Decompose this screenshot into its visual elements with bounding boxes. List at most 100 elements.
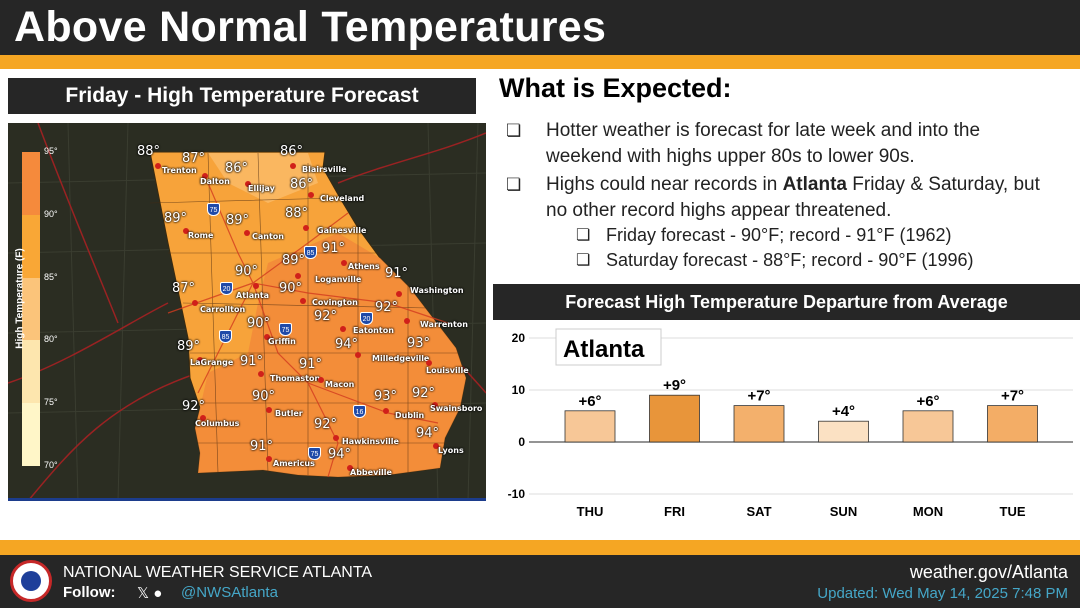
city-temperature: 89° — [226, 213, 250, 228]
bullet-text: Highs could near records in — [546, 174, 783, 195]
sub-bullet-2: ❏ Saturday forecast - 88°F; record - 90°F… — [576, 250, 974, 271]
city-marker — [340, 326, 346, 332]
legend-swatch — [22, 214, 40, 278]
city-name: Milledgeville — [372, 354, 430, 363]
city-temperature: 92° — [182, 399, 206, 414]
map-title: Friday - High Temperature Forecast — [8, 78, 476, 114]
x-tick-label: MON — [913, 504, 943, 519]
legend-title: High Temperature (F) — [14, 248, 26, 349]
city-name: Abbeville — [350, 468, 392, 477]
bar — [649, 394, 700, 443]
interstate-shield-icon: 85 — [304, 246, 317, 259]
legend-colorbar — [22, 152, 40, 466]
map-background — [8, 123, 486, 498]
city-marker — [355, 352, 361, 358]
city-temperature: 86° — [280, 144, 304, 159]
city-marker — [433, 443, 439, 449]
city-name: Butler — [275, 409, 303, 418]
city-temperature: 90° — [235, 264, 259, 279]
website-link[interactable]: weather.gov/Atlanta — [909, 562, 1068, 582]
city-name: Cleveland — [320, 194, 365, 203]
city-marker — [290, 163, 296, 169]
departure-bar-chart: 20 10 0 -10 Atlanta +6° THU +9° FRI +7° SAT +4° SUN +… — [508, 328, 1073, 519]
city-temperature: 91° — [322, 241, 346, 256]
bar — [564, 410, 616, 443]
bullet-text: Friday & Saturday, but no other record h… — [546, 174, 1040, 221]
expected-title: What is Expected: — [499, 73, 732, 103]
checkbox-icon: ❏ — [576, 252, 591, 269]
city-marker — [300, 298, 306, 304]
city-name: Rome — [188, 231, 214, 240]
city-name: Athens — [348, 262, 380, 271]
x-tick-label: SAT — [746, 504, 771, 519]
legend-tick: 75° — [44, 397, 58, 408]
bullet-text: Hotter weather is forecast for late week… — [546, 120, 981, 167]
city-marker — [155, 163, 161, 169]
updated-timestamp: Updated: Wed May 14, 2025 7:48 PM — [817, 585, 1068, 602]
city-marker — [266, 407, 272, 413]
city-temperature: 94° — [328, 447, 352, 462]
city-name: Warrenton — [420, 320, 468, 329]
city-marker — [308, 192, 314, 198]
city-temperature: 90° — [247, 316, 271, 331]
social-handle[interactable]: @NWSAtlanta — [181, 584, 278, 601]
city-name: Dublin — [395, 411, 425, 420]
city-temperature: 91° — [240, 354, 264, 369]
social-icons[interactable]: 𝕏 ● — [137, 585, 163, 602]
city-temperature: 87° — [182, 151, 206, 166]
x-tick-label: FRI — [664, 504, 685, 519]
header: Above Normal Temperatures — [0, 0, 1080, 55]
city-temperature: 94° — [335, 337, 359, 352]
city-temperature: 93° — [407, 336, 431, 351]
city-marker — [245, 181, 251, 187]
legend-tick: 90° — [44, 208, 58, 219]
city-temperature: 87° — [172, 281, 196, 296]
accent-band-top — [0, 55, 1080, 69]
city-temperature: 94° — [416, 426, 440, 441]
x-tick-label: THU — [577, 504, 604, 519]
city-name: Eatonton — [353, 326, 394, 335]
city-temperature: 88° — [285, 206, 309, 221]
city-name: Griffin — [268, 337, 296, 346]
city-marker — [192, 300, 198, 306]
city-name: Swainsboro — [430, 404, 483, 413]
city-temperature: 86° — [290, 177, 314, 192]
nws-logo — [10, 560, 52, 602]
interstate-shield-icon: 20 — [220, 282, 233, 295]
city-marker — [341, 260, 347, 266]
accent-band-bottom — [0, 540, 1080, 555]
city-name: Atlanta — [236, 291, 270, 300]
interstate-shield-icon: 75 — [308, 447, 321, 460]
bullet-2: ❏ Highs could near records in Atlanta Fri… — [506, 172, 1056, 224]
city-temperature: 93° — [374, 389, 398, 404]
city-name: Loganville — [315, 275, 362, 284]
checkbox-icon: ❏ — [506, 121, 522, 140]
bullet-bold: Atlanta — [782, 174, 847, 195]
city-marker — [303, 225, 309, 231]
interstate-shield-icon: 75 — [279, 323, 292, 336]
city-marker — [318, 377, 324, 383]
city-marker — [396, 291, 402, 297]
city-temperature: 89° — [164, 211, 188, 226]
interstate-shield-icon: 16 — [353, 405, 366, 418]
city-name: Lyons — [438, 446, 464, 455]
city-temperature: 89° — [282, 253, 306, 268]
sub-bullet-1: ❏ Friday forecast - 90°F; record - 91°F (… — [576, 225, 952, 246]
data-label: +7° — [1001, 388, 1024, 405]
city-name: LaGrange — [190, 358, 234, 367]
city-name: Covington — [312, 298, 358, 307]
city-temperature: 92° — [314, 309, 338, 324]
city-marker — [253, 283, 259, 289]
bar — [733, 405, 785, 443]
footer: NATIONAL WEATHER SERVICE ATLANTA Follow:… — [0, 555, 1080, 608]
org-name: NATIONAL WEATHER SERVICE ATLANTA — [63, 564, 373, 581]
y-tick-label: -10 — [508, 487, 526, 501]
city-marker — [295, 273, 301, 279]
bar — [902, 410, 954, 443]
y-tick-label: 20 — [512, 331, 526, 345]
x-tick-label: TUE — [1000, 504, 1026, 519]
city-temperature: 92° — [412, 386, 436, 401]
chart-title: Forecast High Temperature Departure from… — [493, 284, 1080, 320]
city-name: Louisville — [426, 366, 469, 375]
page-title: Above Normal Temperatures — [14, 3, 607, 51]
